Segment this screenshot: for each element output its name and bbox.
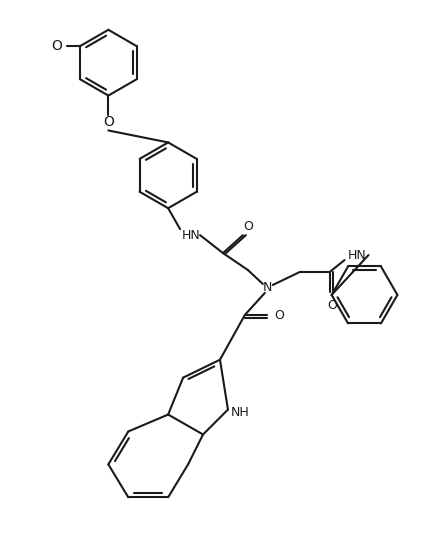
Text: N: N: [263, 282, 272, 294]
Text: O: O: [328, 299, 338, 312]
Text: HN: HN: [348, 249, 367, 261]
Text: HN: HN: [182, 228, 200, 242]
Text: O: O: [243, 220, 253, 233]
Text: NH: NH: [230, 406, 249, 419]
Text: O: O: [103, 115, 114, 130]
Text: O: O: [51, 39, 62, 53]
Text: O: O: [274, 310, 284, 322]
